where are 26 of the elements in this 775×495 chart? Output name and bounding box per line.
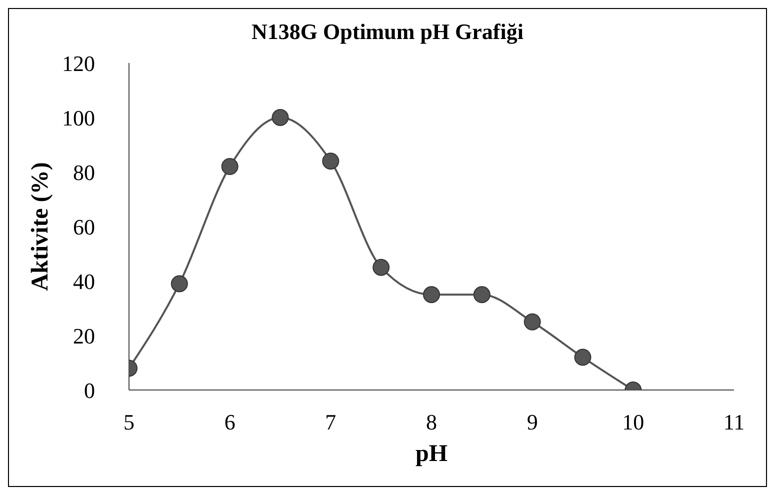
x-tick-label: 10 — [622, 410, 644, 435]
point — [272, 109, 289, 126]
y-tick-label: 80 — [73, 160, 95, 185]
point — [423, 286, 440, 304]
y-tick-label: 20 — [73, 323, 95, 348]
x-tick-label: 7 — [325, 410, 336, 435]
x-tick-label: 5 — [124, 410, 134, 435]
y-tick-label: 120 — [62, 50, 95, 76]
y-tick-label: 40 — [73, 268, 95, 294]
x-axis-title: pH — [415, 441, 448, 467]
point — [524, 313, 541, 330]
point — [473, 286, 490, 304]
y-tick-label: 60 — [73, 214, 95, 240]
point — [372, 258, 390, 276]
x-tick-label: 11 — [723, 410, 745, 435]
x-tick-label: 6 — [224, 410, 236, 435]
point — [574, 348, 592, 366]
y-tick-label: 100 — [62, 105, 95, 130]
x-tick-label: 9 — [526, 410, 538, 435]
x-tick-label: 8 — [426, 410, 437, 435]
point — [170, 275, 188, 292]
point — [221, 158, 238, 176]
chart-title: N138G Optimum pH Grafiği — [250, 19, 524, 45]
y-axis-title: Aktivite (%) — [28, 162, 54, 291]
y-tick-label: 0 — [84, 378, 95, 403]
point — [322, 152, 340, 170]
